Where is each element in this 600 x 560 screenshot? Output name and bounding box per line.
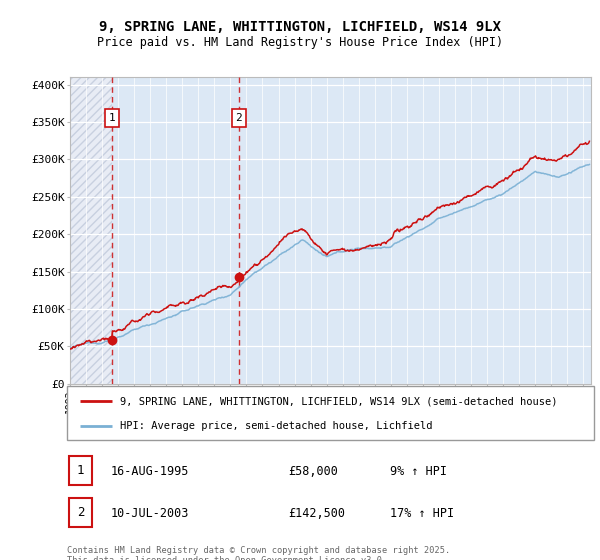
Text: 9, SPRING LANE, WHITTINGTON, LICHFIELD, WS14 9LX (semi-detached house): 9, SPRING LANE, WHITTINGTON, LICHFIELD, …: [120, 396, 557, 407]
Bar: [70, 77, 112, 384]
Text: £58,000: £58,000: [288, 465, 338, 478]
Bar: [70, 498, 92, 526]
Text: 17% ↑ HPI: 17% ↑ HPI: [390, 507, 454, 520]
Text: Price paid vs. HM Land Registry's House Price Index (HPI): Price paid vs. HM Land Registry's House …: [97, 36, 503, 49]
Text: 9% ↑ HPI: 9% ↑ HPI: [390, 465, 447, 478]
Text: HPI: Average price, semi-detached house, Lichfield: HPI: Average price, semi-detached house,…: [120, 421, 433, 431]
Text: 10-JUL-2003: 10-JUL-2003: [111, 507, 190, 520]
Text: £142,500: £142,500: [288, 507, 345, 520]
Text: 2: 2: [235, 113, 242, 123]
Text: Contains HM Land Registry data © Crown copyright and database right 2025.
This d: Contains HM Land Registry data © Crown c…: [67, 546, 451, 560]
Bar: [70, 456, 92, 484]
Text: 1: 1: [109, 113, 116, 123]
Text: 2: 2: [77, 506, 85, 519]
Text: 1: 1: [77, 464, 85, 477]
Text: 16-AUG-1995: 16-AUG-1995: [111, 465, 190, 478]
Text: 9, SPRING LANE, WHITTINGTON, LICHFIELD, WS14 9LX: 9, SPRING LANE, WHITTINGTON, LICHFIELD, …: [99, 20, 501, 34]
